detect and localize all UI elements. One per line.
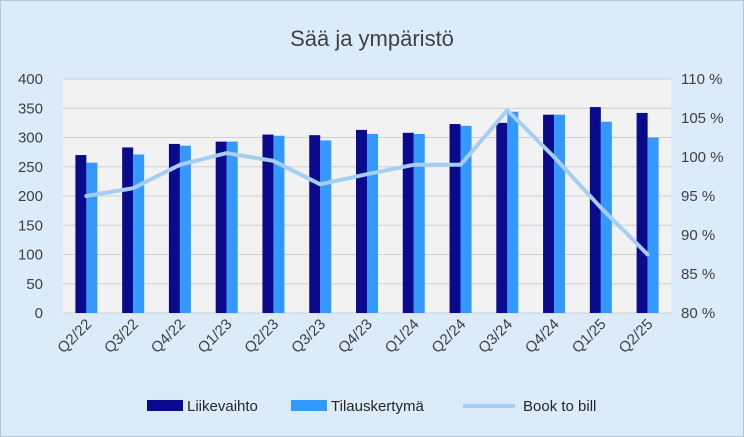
bar-liikevaihto xyxy=(215,141,227,313)
bar-tilauskertymä xyxy=(179,145,191,313)
left-tick-label: 150 xyxy=(18,217,43,234)
x-tick-label: Q3/24 xyxy=(475,316,516,357)
left-axis-ticks: 0 50 100 150 200 250 300 350 400 xyxy=(18,71,43,322)
bar-tilauskertymä xyxy=(320,140,332,313)
bar-tilauskertymä xyxy=(554,114,566,313)
legend-swatch xyxy=(291,400,327,411)
bar-tilauskertymä xyxy=(647,137,659,313)
left-tick-label: 250 xyxy=(18,159,43,176)
legend: Liikevaihto Tilauskertymä Book to bill xyxy=(147,398,596,415)
bar-liikevaihto xyxy=(543,114,555,313)
bar-liikevaihto xyxy=(356,129,367,313)
right-tick-label: 100 % xyxy=(681,149,724,166)
left-tick-label: 300 xyxy=(18,130,43,147)
bar-liikevaihto xyxy=(636,112,648,314)
x-tick-label: Q4/23 xyxy=(335,316,376,357)
left-tick-label: 50 xyxy=(26,276,43,293)
right-tick-label: 80 % xyxy=(681,305,715,322)
right-tick-label: 105 % xyxy=(681,110,724,127)
bar-tilauskertymä xyxy=(600,121,612,313)
line-book-to-bill xyxy=(84,108,650,257)
left-tick-label: 350 xyxy=(18,100,43,117)
bar-liikevaihto xyxy=(122,147,134,313)
bar-tilauskertymä xyxy=(413,133,425,313)
legend-label: Book to bill xyxy=(523,398,596,415)
x-tick-label: Q3/23 xyxy=(288,316,329,357)
right-tick-label: 90 % xyxy=(681,227,715,244)
x-axis-ticks: Q2/22 Q3/22 Q4/22 Q1/23 Q2/23 Q3/23 Q4/23 Q1/24… xyxy=(54,316,656,357)
right-tick-label: 85 % xyxy=(681,266,715,283)
legend-swatch xyxy=(147,400,183,411)
bar-liikevaihto xyxy=(402,132,414,313)
left-tick-label: 400 xyxy=(18,71,43,88)
right-tick-label: 110 % xyxy=(681,71,722,88)
bar-tilauskertymä xyxy=(367,133,378,313)
bar-liikevaihto xyxy=(168,143,180,313)
x-tick-label: Q1/25 xyxy=(569,316,610,357)
left-tick-label: 0 xyxy=(35,305,43,322)
bar-tilauskertymä xyxy=(507,111,519,313)
line-series xyxy=(84,108,650,257)
bar-tilauskertymä xyxy=(460,125,472,313)
bars xyxy=(75,107,659,314)
x-tick-label: Q2/23 xyxy=(241,316,282,357)
x-tick-label: Q1/23 xyxy=(195,316,236,357)
bar-liikevaihto xyxy=(589,107,601,313)
bar-liikevaihto xyxy=(449,124,461,313)
left-tick-label: 100 xyxy=(18,247,43,264)
bar-tilauskertymä xyxy=(273,135,285,313)
x-tick-label: Q2/24 xyxy=(428,316,469,357)
bar-tilauskertymä xyxy=(133,154,145,313)
chart-title: Sää ja ympäristö xyxy=(290,26,454,51)
bar-liikevaihto xyxy=(75,155,87,313)
x-tick-label: Q2/25 xyxy=(616,316,657,357)
bar-liikevaihto xyxy=(262,134,274,313)
x-tick-label: Q3/22 xyxy=(101,316,142,357)
legend-label: Tilauskertymä xyxy=(331,398,424,415)
left-tick-label: 200 xyxy=(18,188,43,205)
legend-label: Liikevaihto xyxy=(187,398,258,415)
x-tick-label: Q1/24 xyxy=(382,316,423,357)
bar-tilauskertymä xyxy=(86,162,98,313)
x-tick-label: Q4/22 xyxy=(148,316,189,357)
bar-liikevaihto xyxy=(496,122,508,313)
bar-tilauskertymä xyxy=(226,141,238,313)
x-tick-label: Q4/24 xyxy=(522,316,563,357)
right-axis-ticks: 80 % 85 % 90 % 95 % 100 % 105 % 110 % xyxy=(681,71,724,322)
bar-liikevaihto xyxy=(309,135,321,313)
x-tick-label: Q2/22 xyxy=(54,316,95,357)
right-tick-label: 95 % xyxy=(681,188,715,205)
